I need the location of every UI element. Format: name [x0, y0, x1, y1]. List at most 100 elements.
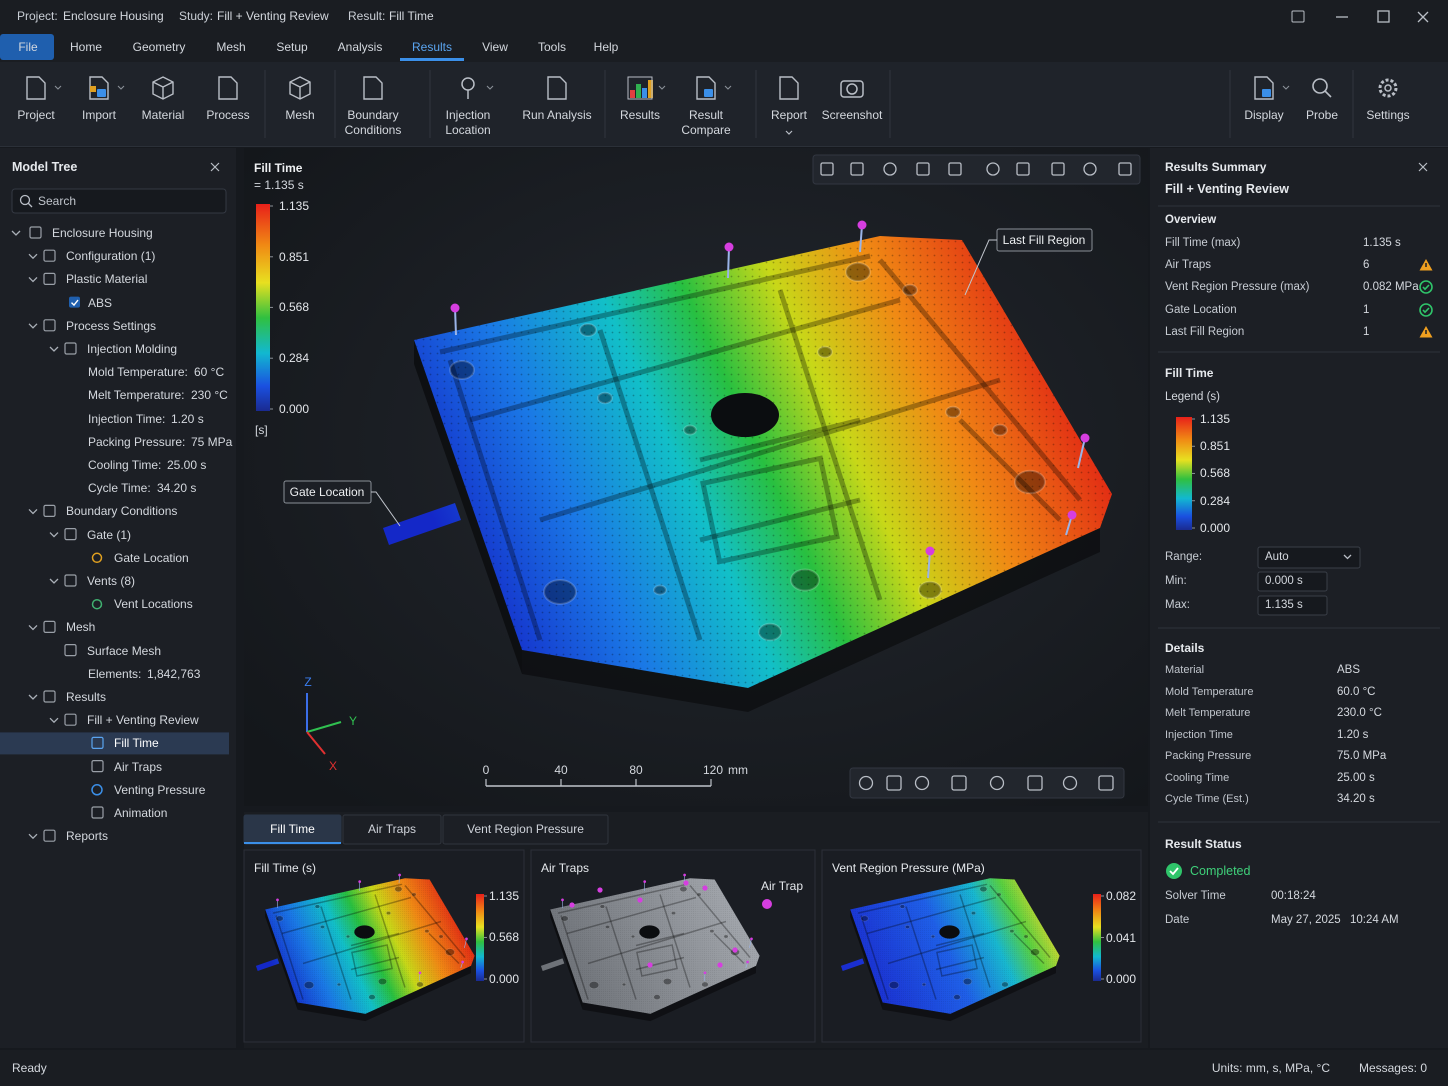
- range-value[interactable]: Auto: [1265, 551, 1289, 563]
- property-value: 230 °C: [191, 388, 228, 403]
- tree-node[interactable]: Fill + Venting Review: [87, 713, 199, 728]
- checkbox: [69, 296, 80, 308]
- ribbon-button-label[interactable]: Injection Location: [445, 108, 491, 137]
- menu-item[interactable]: View: [482, 40, 508, 54]
- tree-node[interactable]: Air Traps: [114, 759, 163, 774]
- tree-node[interactable]: Injection Molding: [87, 342, 178, 356]
- tree-node[interactable]: Vents (8): [87, 574, 136, 588]
- tree-node[interactable]: Process Settings: [66, 318, 157, 333]
- label: Min:: [1165, 575, 1187, 587]
- label: Material: [1165, 664, 1205, 676]
- menu-item[interactable]: Setup: [276, 40, 308, 54]
- expand-chevron: [28, 833, 38, 840]
- menu-item[interactable]: File: [18, 40, 38, 54]
- tree-node[interactable]: Enclosure Housing: [52, 226, 153, 240]
- tree-icon: [43, 620, 56, 634]
- ribbon-icon: [627, 76, 653, 100]
- tree-node[interactable]: Boundary Conditions: [66, 504, 178, 519]
- ribbon-button-label[interactable]: Display: [1244, 108, 1284, 122]
- ribbon-button-label[interactable]: Settings: [1366, 108, 1410, 122]
- property-label: Packing Pressure:: [88, 434, 186, 449]
- tree-node[interactable]: Mesh: [66, 620, 96, 635]
- toolbar-button: [1051, 162, 1065, 176]
- tree-node[interactable]: Venting Pressure: [114, 782, 206, 797]
- toolbar-button[interactable]: [1083, 162, 1097, 176]
- menu-item[interactable]: Home: [69, 40, 103, 54]
- expand-chevron: [49, 717, 59, 724]
- menu-item[interactable]: Help: [593, 40, 619, 54]
- ribbon-button-label[interactable]: Result Compare: [681, 108, 731, 137]
- air-trap-marker: [702, 885, 708, 891]
- label: ABS: [1337, 664, 1361, 676]
- toolbar-button[interactable]: [883, 162, 897, 176]
- ribbon-icon-accent: [704, 89, 713, 97]
- max-input[interactable]: [1257, 595, 1328, 616]
- expand-chevron: [28, 253, 38, 260]
- expand-chevron: [28, 323, 38, 329]
- tree-node[interactable]: Gate (1): [87, 527, 132, 542]
- summary-legend-tick-label: 0.568: [1200, 466, 1231, 481]
- ribbon-icon: [1312, 78, 1328, 94]
- tree-node[interactable]: ABS: [88, 295, 113, 310]
- tree-node[interactable]: Fill Time: [114, 736, 159, 751]
- fill-legend-tick-label: 0.568: [279, 300, 310, 315]
- ribbon-button-label[interactable]: Mesh: [285, 108, 315, 122]
- menu-bar: [0, 32, 1448, 62]
- range-dropdown[interactable]: [1257, 546, 1361, 569]
- tree-node[interactable]: Reports: [66, 829, 109, 844]
- tree-icon: [91, 784, 103, 796]
- menu-item[interactable]: Mesh: [216, 40, 246, 54]
- air-trap-marker: [647, 962, 653, 968]
- air-trap-marker: [597, 887, 603, 893]
- toolbar-button: [1027, 775, 1043, 791]
- min-value[interactable]: 0.000 s: [1265, 575, 1303, 587]
- min-input[interactable]: [1257, 571, 1328, 592]
- ribbon-icon: [648, 80, 653, 98]
- tree-node[interactable]: Results: [66, 690, 107, 704]
- max-value[interactable]: 1.135 s: [1265, 599, 1303, 611]
- ribbon-icon: [696, 76, 716, 100]
- ribbon-button-label[interactable]: Run Analysis: [522, 108, 592, 122]
- menu-item[interactable]: Tools: [537, 40, 567, 54]
- tree-node[interactable]: Plastic Material: [66, 272, 148, 287]
- menu-item[interactable]: Geometry: [132, 40, 186, 54]
- ribbon-button-label[interactable]: Process: [206, 108, 250, 122]
- air-trap-marker: [732, 947, 738, 953]
- menu-item[interactable]: Analysis: [337, 40, 383, 54]
- toolbar-button: [820, 162, 834, 176]
- tree-node[interactable]: Configuration (1): [66, 249, 156, 264]
- tree-icon: [91, 806, 104, 819]
- label: Melt Temperature: [1165, 707, 1251, 719]
- ribbon-button-label[interactable]: Probe: [1305, 108, 1339, 122]
- ribbon-button-label[interactable]: Material: [141, 108, 185, 122]
- result-tab-label[interactable]: Air Traps: [367, 822, 417, 836]
- ribbon-button-label[interactable]: Screenshot: [821, 108, 883, 122]
- ribbon-button-label[interactable]: Results: [619, 108, 660, 122]
- thumbnail-title: Air Traps: [541, 861, 590, 875]
- tree-node[interactable]: Surface Mesh: [87, 643, 162, 658]
- result-tab-label[interactable]: Fill Time: [270, 822, 315, 836]
- ribbon-button-label[interactable]: Boundary Conditions: [344, 108, 402, 137]
- tree-node[interactable]: Vent Locations: [114, 597, 193, 612]
- toolbar-button[interactable]: [986, 162, 1000, 176]
- tree-node[interactable]: Gate Location: [114, 550, 189, 565]
- callout-label: Gate Location: [289, 485, 365, 499]
- ok-icon: [1419, 303, 1433, 317]
- ribbon-icon: [152, 76, 174, 100]
- ribbon-button-label[interactable]: Project: [17, 108, 55, 122]
- label: [s]: [255, 423, 268, 437]
- tree-node[interactable]: Animation: [114, 806, 168, 820]
- ribbon-button-label[interactable]: Report: [770, 108, 808, 122]
- result-tab-label[interactable]: Vent Region Pressure: [467, 822, 584, 836]
- label: Fill + Venting Review: [1165, 182, 1289, 196]
- menu-item[interactable]: Results: [411, 40, 453, 54]
- label: Overview: [1165, 214, 1217, 226]
- toolbar-button: [1016, 162, 1030, 176]
- ribbon-button-label[interactable]: Import: [81, 108, 116, 122]
- thumb-legend-color-bar: [476, 894, 484, 981]
- search-input[interactable]: Search: [38, 194, 77, 208]
- label: Cycle Time (Est.): [1165, 793, 1249, 805]
- summary-legend-tick-label: 1.135: [1200, 412, 1231, 426]
- tree-icon: [43, 829, 56, 842]
- toolbar-button: [886, 775, 902, 791]
